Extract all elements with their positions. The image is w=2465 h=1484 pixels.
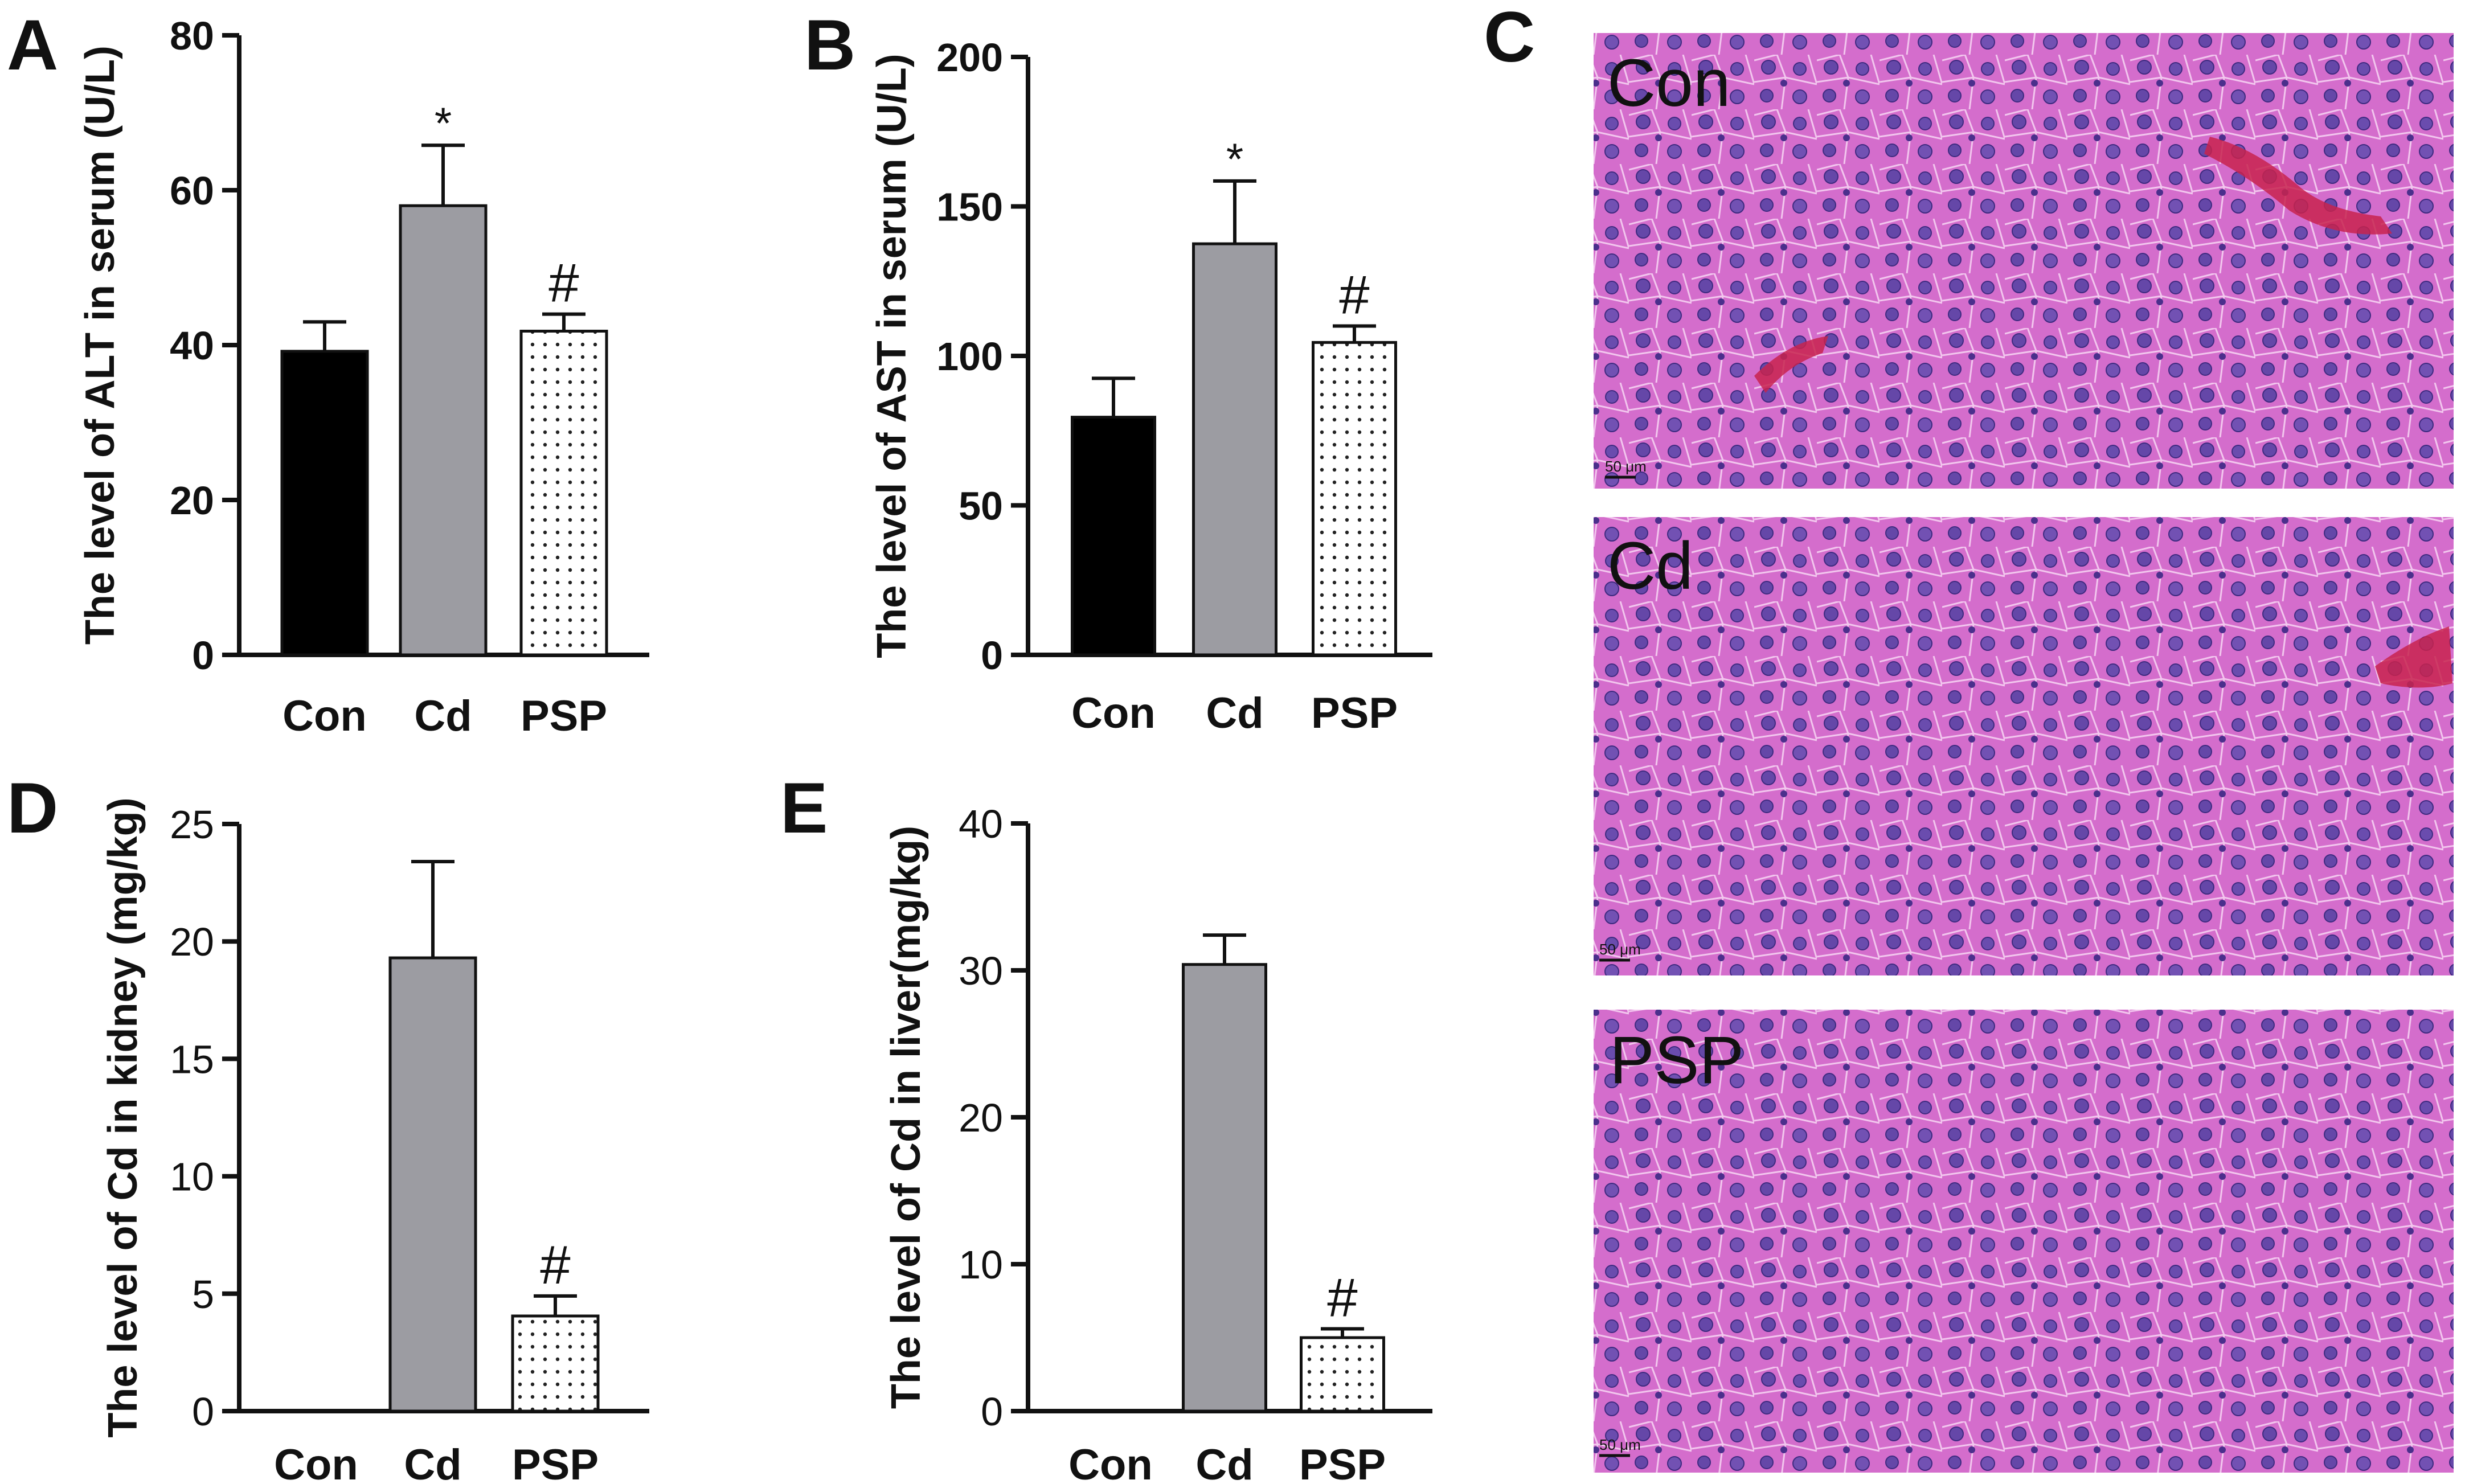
blood-vessel-region [1754, 336, 1828, 393]
category-label: Con [274, 1441, 358, 1484]
micrograph-con: Con 50 μm [1594, 33, 2454, 489]
y-tick-label: 150 [936, 185, 1003, 229]
y-tick-label: 0 [981, 1389, 1003, 1434]
bar-cd [399, 204, 488, 657]
y-axis-label: The level of AST in serum (U/L) [869, 54, 915, 658]
bar-cd [388, 956, 477, 1413]
micrograph-label-cd: Cd [1607, 528, 1693, 604]
category-label: PSP [521, 692, 607, 740]
significance-hash: # [548, 253, 579, 314]
category-label: Cd [414, 692, 472, 740]
y-tick-label: 20 [170, 920, 214, 964]
significance-hash: # [1327, 1268, 1357, 1329]
significance-hash: # [540, 1235, 570, 1296]
y-tick-label: 20 [959, 1096, 1003, 1140]
category-label: Con [282, 692, 367, 740]
bar-psp [1300, 1336, 1385, 1413]
y-tick-label: 60 [170, 169, 214, 213]
y-tick-label: 0 [192, 1389, 214, 1434]
category-label: Cd [1195, 1441, 1253, 1484]
bar-cd [1182, 963, 1267, 1413]
bar-cd [1192, 242, 1277, 657]
chart-alt-serum: 0 20 40 60 80 The level of ALT in serum (U/L)… [77, 14, 649, 740]
y-axis-label: The level of Cd in liver(mg/kg) [883, 826, 929, 1409]
y-tick-label: 0 [981, 633, 1003, 678]
y-tick-label: 80 [170, 14, 214, 58]
panel-letter-e: E [780, 769, 828, 848]
y-tick-label: 10 [170, 1155, 214, 1199]
y-tick-label: 20 [170, 478, 214, 523]
y-tick-label: 25 [170, 802, 214, 847]
y-tick-label: 100 [936, 334, 1003, 379]
micrograph-cd-image [1594, 517, 2454, 975]
category-label: PSP [1299, 1441, 1386, 1484]
bar-con [280, 350, 369, 657]
micrograph-label-con: Con [1607, 46, 1730, 121]
y-axis-label: The level of Cd in kidney (mg/kg) [100, 797, 146, 1437]
panel-letter-a: A [7, 6, 58, 85]
y-tick-label: 40 [170, 323, 214, 368]
bar-psp [1312, 341, 1397, 657]
bar-psp [519, 330, 608, 657]
y-tick-label: 15 [170, 1037, 214, 1081]
y-tick-label: 0 [192, 633, 214, 678]
category-label: PSP [512, 1441, 599, 1484]
significance-star: * [1226, 134, 1243, 184]
bar-psp [511, 1314, 600, 1413]
panel-letter-d: D [7, 769, 58, 848]
bar-con [1071, 416, 1156, 657]
panel-letter-b: B [804, 6, 855, 85]
micrograph-psp: PSP 50 μm [1594, 1010, 2454, 1473]
scale-bar-label: 50 μm [1599, 1436, 1641, 1453]
micrograph-cd: Cd 50 μm [1594, 517, 2454, 975]
y-tick-label: 5 [192, 1272, 214, 1317]
chart-ast-serum: 0 50 100 150 200 The level of AST in serum (U… [869, 35, 1432, 737]
panel-letter-c: C [1484, 0, 1535, 77]
category-label: Con [1071, 689, 1156, 737]
micrograph-label-psp: PSP [1610, 1023, 1744, 1098]
category-label: PSP [1311, 689, 1398, 737]
micrograph-psp-image [1594, 1010, 2454, 1473]
blood-vessel-region [2375, 626, 2452, 688]
scale-bar-label: 50 μm [1605, 458, 1647, 475]
significance-hash: # [1339, 265, 1369, 326]
y-axis-label: The level of ALT in serum (U/L) [77, 46, 123, 645]
significance-star: * [435, 98, 452, 148]
chart-cd-liver: 0 10 20 30 40 The level of Cd in liver(mg/kg)… [883, 802, 1432, 1484]
chart-cd-kidney: 0 5 10 15 20 25 The level of Cd in kidney (mg/… [100, 797, 649, 1484]
y-tick-label: 200 [936, 35, 1003, 80]
category-label: Cd [404, 1441, 461, 1484]
category-label: Con [1068, 1441, 1153, 1484]
scale-bar-label: 50 μm [1599, 941, 1641, 958]
y-tick-label: 50 [959, 484, 1003, 528]
y-tick-label: 40 [959, 802, 1003, 846]
blood-vessel-region [2204, 137, 2392, 235]
y-tick-label: 10 [959, 1243, 1003, 1287]
micrograph-con-image [1594, 33, 2454, 489]
y-tick-label: 30 [959, 949, 1003, 993]
category-label: Cd [1206, 689, 1263, 737]
